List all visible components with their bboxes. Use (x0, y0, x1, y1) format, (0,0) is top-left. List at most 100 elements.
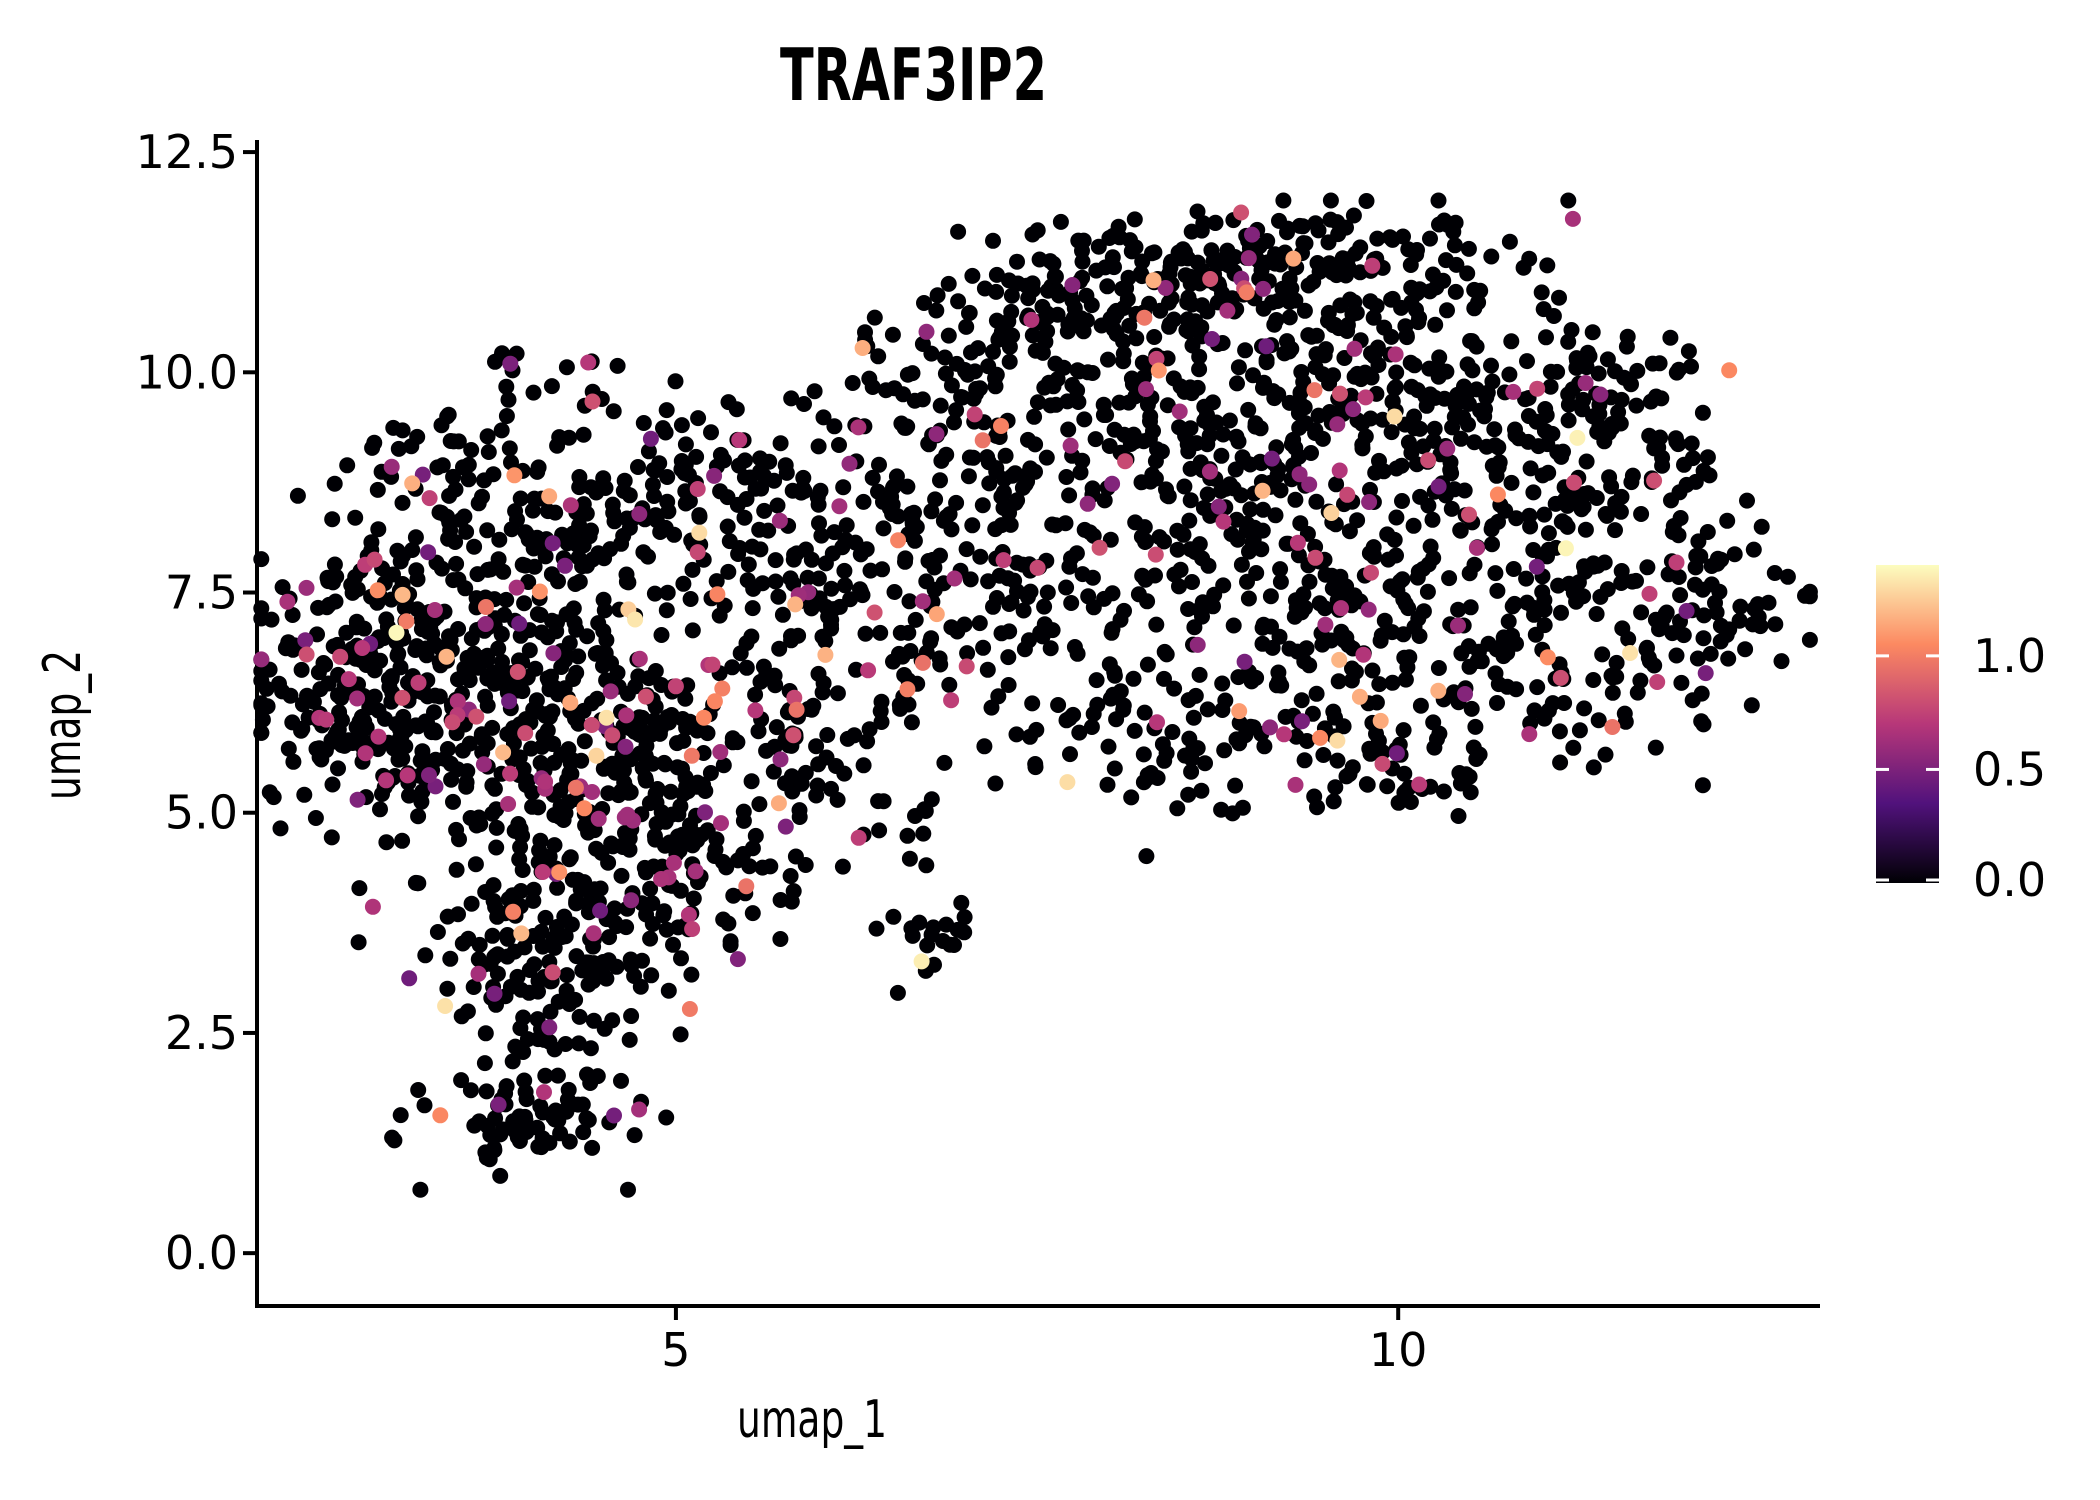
cell-point (752, 463, 768, 480)
cell-point (1101, 656, 1118, 673)
cell-point (1199, 407, 1215, 423)
cell-point (600, 785, 617, 802)
cell-point (837, 577, 853, 594)
cell-point (1613, 391, 1630, 408)
cell-point (1044, 516, 1061, 533)
cell-point (340, 671, 357, 688)
cell-point (1044, 622, 1061, 639)
cell-point (1484, 536, 1500, 553)
cell-point (479, 428, 496, 445)
cell-point (590, 810, 607, 827)
cell-point (1646, 657, 1663, 674)
cell-point (517, 1111, 534, 1128)
cell-point (1708, 604, 1725, 621)
cell-point (1443, 500, 1460, 517)
cell-point (916, 295, 932, 311)
cell-point (1258, 338, 1275, 355)
cell-point (1083, 297, 1100, 314)
cell-point (725, 887, 742, 904)
cell-point (1233, 487, 1250, 504)
cell-point (305, 693, 322, 710)
cell-point (1204, 394, 1221, 411)
cell-point (1622, 645, 1639, 661)
cell-point (1331, 462, 1348, 479)
cell-point (1341, 523, 1358, 540)
cell-point (680, 466, 697, 483)
cell-point (324, 511, 341, 528)
cell-point (1141, 295, 1158, 312)
cell-point (1486, 421, 1503, 438)
cell-point (1084, 365, 1101, 381)
cell-point (1687, 473, 1704, 490)
cell-point (1483, 521, 1500, 538)
cell-point (1584, 324, 1601, 341)
cell-point (948, 402, 965, 419)
cell-point (1165, 370, 1182, 387)
cell-point (1105, 310, 1122, 327)
cell-point (1564, 210, 1581, 227)
cell-point (429, 459, 446, 476)
cell-point (959, 645, 976, 662)
cell-point (1312, 729, 1329, 746)
cell-point (1142, 408, 1159, 425)
cell-point (956, 909, 973, 926)
cell-point (1668, 647, 1685, 664)
cell-point (1178, 322, 1195, 339)
cell-point (1071, 724, 1088, 741)
cell-point (706, 848, 723, 864)
cell-point (1166, 566, 1183, 583)
cell-point (786, 689, 803, 706)
cell-point (1506, 595, 1523, 612)
cell-point (1458, 386, 1475, 403)
cell-point (621, 487, 638, 504)
cell-point (1177, 267, 1194, 284)
cell-point (1031, 251, 1048, 268)
cell-point (588, 840, 605, 857)
cell-point (1291, 217, 1308, 234)
cell-point (936, 754, 953, 771)
cell-point (1090, 238, 1107, 255)
cell-point (946, 937, 962, 953)
cell-point (1055, 359, 1072, 376)
cell-point (1216, 742, 1233, 759)
cell-point (1430, 682, 1447, 699)
cell-point (1519, 594, 1536, 611)
cell-point (1330, 320, 1347, 337)
cell-point (620, 784, 637, 801)
cell-point (901, 850, 918, 867)
cell-point (519, 772, 536, 789)
cell-point (1236, 653, 1253, 670)
cell-point (1169, 541, 1186, 558)
cell-point (595, 470, 612, 487)
cell-point (542, 1003, 559, 1020)
cell-point (751, 796, 768, 813)
cell-point (1422, 230, 1438, 247)
cell-point (320, 573, 337, 590)
cell-point (581, 528, 598, 545)
cell-point (959, 366, 976, 383)
cell-point (547, 1102, 564, 1119)
cell-point (657, 519, 674, 536)
cell-point (1176, 383, 1193, 400)
cell-point (1461, 506, 1477, 523)
cell-point (1376, 612, 1393, 629)
cell-point (1386, 408, 1403, 425)
cell-point (823, 611, 840, 628)
cell-point (567, 779, 584, 796)
cell-point (1199, 436, 1216, 453)
cell-point (318, 711, 335, 728)
cell-point (1689, 650, 1706, 667)
cell-point (1234, 449, 1251, 466)
cell-point (724, 659, 741, 676)
cell-point (407, 529, 424, 546)
cell-point (950, 223, 967, 240)
cell-point (1571, 492, 1588, 509)
colorbar-tick-labels: 0.0 0.5 1.0 (1973, 629, 2046, 907)
cell-point (1243, 673, 1260, 690)
cell-point (630, 459, 646, 475)
cell-point (1125, 426, 1142, 443)
cell-point (943, 692, 960, 709)
cell-point (675, 786, 692, 802)
cell-point (333, 690, 350, 706)
cell-point (477, 616, 494, 632)
